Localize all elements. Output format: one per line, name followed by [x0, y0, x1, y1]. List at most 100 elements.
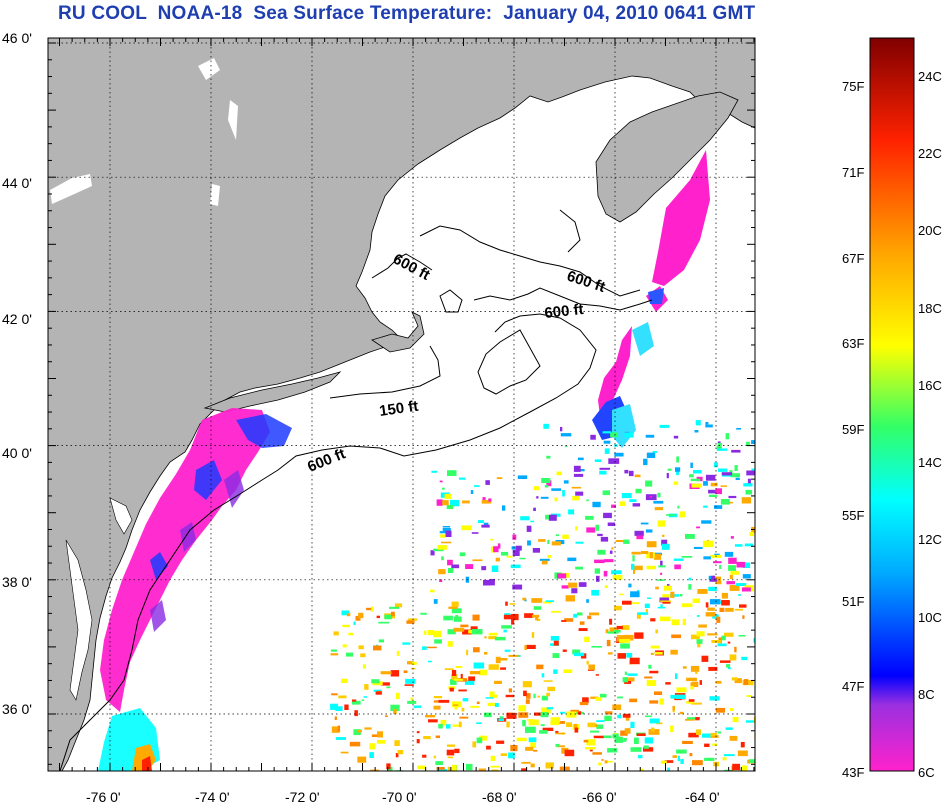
- sst-pixel: [672, 706, 675, 711]
- sst-pixel: [742, 562, 751, 568]
- sst-pixel: [519, 557, 526, 560]
- sst-pixel: [449, 499, 460, 507]
- sst-pixel: [636, 612, 641, 619]
- sst-pixel: [734, 678, 742, 684]
- sst-pixel: [567, 557, 577, 562]
- sst-pixel: [594, 459, 602, 462]
- sst-pixel: [526, 719, 534, 721]
- sst-pixel: [602, 431, 612, 434]
- cb-c-20: 20C: [918, 223, 942, 238]
- sst-pixel: [532, 548, 540, 553]
- sst-pixel: [751, 440, 755, 444]
- sst-pixel: [616, 635, 627, 642]
- sst-pixel: [605, 629, 609, 634]
- sst-pixel: [458, 721, 462, 728]
- sst-pixel: [436, 499, 443, 506]
- sst-pixel: [442, 528, 451, 533]
- sst-pixel: [496, 477, 503, 479]
- sst-pixel: [451, 601, 459, 607]
- sst-pixel: [540, 496, 549, 499]
- sst-pixel: [565, 595, 575, 602]
- sst-pixel: [390, 670, 400, 677]
- sst-pixel: [376, 740, 385, 744]
- sst-pixel: [445, 530, 452, 537]
- sst-pixel: [604, 711, 613, 715]
- sst-pixel: [655, 629, 658, 634]
- sst-pixel: [738, 635, 746, 637]
- sst-pixel: [688, 584, 692, 590]
- sst-pixel: [708, 489, 719, 494]
- latitude-labels: 46 0' 44 0' 42 0' 40 0' 38 0' 36 0': [2, 30, 32, 717]
- sst-pixel: [628, 583, 632, 588]
- sst-pixel: [344, 704, 349, 710]
- sst-pixel: [742, 615, 745, 619]
- sst-pixel: [505, 694, 515, 698]
- sst-pixel: [465, 564, 474, 569]
- sst-pixel: [522, 719, 526, 727]
- sst-pixel: [652, 451, 658, 453]
- sst-pixel: [727, 641, 731, 644]
- sst-pixel: [331, 726, 340, 733]
- lon-label-66: -66 0': [582, 789, 617, 805]
- sst-pixel: [693, 546, 703, 549]
- sst-pixel: [422, 754, 427, 758]
- sst-pixel: [330, 649, 337, 652]
- sst-pixel: [705, 612, 716, 617]
- sst-pixel: [479, 669, 487, 676]
- sst-pixel: [734, 465, 738, 471]
- sst-pixel: [546, 480, 552, 487]
- sst-pixel: [462, 698, 469, 702]
- sst-pixel: [346, 613, 351, 617]
- sst-pixel: [612, 575, 623, 580]
- sst-pixel: [741, 656, 748, 661]
- sst-pixel: [646, 541, 657, 548]
- sst-pixel: [693, 470, 702, 474]
- sst-pixel: [545, 600, 555, 602]
- sst-pixel: [679, 711, 684, 715]
- sst-pixel: [726, 664, 731, 668]
- sst-pixel: [615, 540, 624, 542]
- sst-pixel: [692, 760, 703, 766]
- sst-pixel: [746, 720, 755, 723]
- sst-pixel: [573, 652, 585, 657]
- sst-pixel: [657, 520, 666, 527]
- sst-pixel: [614, 452, 624, 457]
- sst-pixel: [612, 704, 622, 710]
- sst-pixel: [447, 756, 454, 759]
- sst-pixel: [588, 669, 595, 671]
- sst-pixel: [591, 646, 602, 648]
- sst-pixel: [602, 735, 612, 739]
- sst-pixel: [454, 678, 463, 681]
- sst-pixel: [532, 614, 540, 618]
- sst-pixel: [376, 615, 380, 619]
- lon-label-68: -68 0': [482, 789, 517, 805]
- sst-pixel: [701, 520, 712, 524]
- sst-pixel: [616, 625, 623, 630]
- sst-pixel: [739, 604, 747, 608]
- sst-coastal-violet: [150, 470, 244, 632]
- sst-pixel: [477, 520, 484, 523]
- sst-pixel: [732, 763, 740, 771]
- sst-pixel: [686, 717, 696, 720]
- sst-pixel: [428, 660, 432, 663]
- sst-pixel: [460, 624, 469, 628]
- sst-pixel: [570, 709, 579, 712]
- sst-pixel: [403, 670, 408, 673]
- sst-pixel: [703, 540, 714, 548]
- sst-pixel: [459, 552, 466, 557]
- cb-f-63: 63F: [842, 336, 864, 351]
- sst-pixel: [442, 500, 449, 506]
- sst-pixel: [604, 715, 612, 721]
- sst-pixel: [397, 750, 404, 755]
- lon-label-76: -76 0': [86, 789, 121, 805]
- sst-pixel: [624, 671, 627, 675]
- sst-pixel: [496, 658, 508, 661]
- sst-pixel: [626, 652, 633, 658]
- sst-pixel: [650, 645, 660, 649]
- sst-pixel: [631, 563, 635, 570]
- cb-c-24: 24C: [918, 69, 942, 84]
- sst-pixel: [686, 701, 694, 704]
- lon-label-64: -64 0': [685, 789, 720, 805]
- sst-pixel: [370, 606, 374, 612]
- sst-pixel: [624, 432, 634, 438]
